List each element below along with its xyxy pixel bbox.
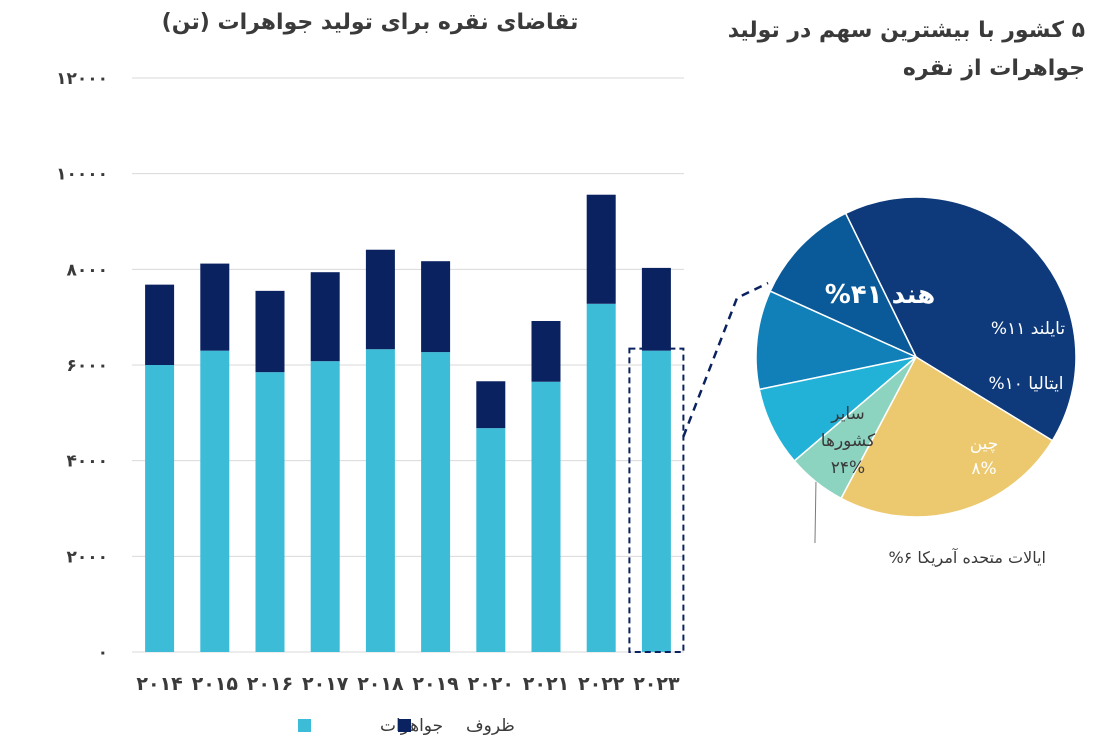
bar-jewelry bbox=[641, 350, 671, 652]
pie-slice bbox=[769, 212, 918, 359]
pie-chart-labels: هند ۴۱% تایلند ۱۱% ایتالیا ۱۰% چین ۸% سایر کشو… bbox=[814, 280, 1065, 568]
bar-jewelry bbox=[145, 365, 175, 652]
bar-silverware bbox=[641, 267, 671, 351]
x-tick-label: ۲۰۱۹ bbox=[412, 673, 459, 695]
pie-label-italy: ایتالیا ۱۰% bbox=[988, 374, 1063, 394]
bar-jewelry bbox=[365, 349, 395, 652]
bar-silverware bbox=[145, 284, 175, 365]
connector-line bbox=[682, 281, 769, 438]
x-tick-label: ۲۰۱۷ bbox=[302, 673, 349, 695]
x-tick-label: ۲۰۲۲ bbox=[578, 673, 625, 695]
y-tick-label: ۱۰۰۰۰ bbox=[56, 165, 108, 185]
pie-label-others-line2: کشورها bbox=[821, 431, 876, 451]
bar-to-pie-connector bbox=[682, 281, 769, 438]
bar-silverware bbox=[421, 261, 451, 353]
pie-label-india: هند ۴۱% bbox=[825, 280, 936, 310]
bar-chart-title: تقاضای نقره برای تولید جواهرات (تن) bbox=[161, 10, 579, 35]
bar-chart-x-axis: ۲۰۱۴ ۲۰۱۵ ۲۰۱۶ ۲۰۱۷ ۲۰۱۸ ۲۰۱۹ ۲۰۲۰ ۲۰۲۱ ۲۰۲۲ ۲۰۲۳ bbox=[136, 673, 680, 695]
bar-chart-bars bbox=[145, 194, 671, 652]
bar-silverware bbox=[200, 263, 230, 351]
y-tick-label: ۸۰۰۰ bbox=[66, 260, 108, 280]
bar-jewelry bbox=[200, 350, 230, 652]
legend-swatch bbox=[298, 719, 311, 732]
y-tick-label: ۰ bbox=[98, 643, 108, 663]
highlight-rect bbox=[628, 347, 685, 653]
legend-label: ظروف bbox=[466, 716, 515, 736]
bar-jewelry bbox=[586, 303, 616, 652]
bar-jewelry bbox=[310, 361, 340, 652]
bar-chart-legend: جواهرات ظروف bbox=[298, 716, 515, 736]
bar-silverware bbox=[255, 290, 285, 373]
pie-chart-title: ۵ کشور با بیشترین سهم در تولید جواهرات ا… bbox=[727, 18, 1085, 81]
bar-silverware bbox=[365, 249, 395, 350]
bar-silverware bbox=[310, 272, 340, 362]
bar-jewelry bbox=[421, 352, 451, 652]
pie-chart-slices bbox=[755, 196, 1077, 518]
y-tick-label: ۱۲۰۰۰ bbox=[56, 69, 108, 89]
pie-label-china: چین bbox=[970, 434, 999, 454]
x-tick-label: ۲۰۱۸ bbox=[357, 673, 404, 695]
y-tick-label: ۶۰۰۰ bbox=[66, 356, 108, 376]
bar-silverware bbox=[476, 381, 506, 429]
usa-leader-line bbox=[814, 481, 817, 544]
bar-jewelry bbox=[531, 381, 561, 652]
x-tick-label: ۲۰۲۱ bbox=[523, 673, 569, 695]
x-tick-label: ۲۰۱۶ bbox=[247, 673, 293, 695]
y-tick-label: ۲۰۰۰ bbox=[66, 547, 108, 567]
legend-label: جواهرات bbox=[380, 716, 443, 736]
legend-swatch bbox=[398, 719, 411, 732]
bar-jewelry bbox=[255, 372, 285, 652]
x-tick-label: ۲۰۲۳ bbox=[633, 673, 680, 695]
x-tick-label: ۲۰۱۴ bbox=[136, 673, 182, 695]
highlight-box-2023 bbox=[628, 347, 685, 653]
pie-label-others: سایر bbox=[830, 404, 865, 424]
x-tick-label: ۲۰۱۵ bbox=[192, 673, 239, 695]
bar-silverware bbox=[586, 194, 616, 304]
pie-slice bbox=[844, 196, 1077, 442]
pie-slice bbox=[840, 355, 1054, 518]
x-tick-label: ۲۰۲۰ bbox=[468, 673, 514, 695]
bar-silverware bbox=[531, 320, 561, 382]
pie-label-usa: ایالات متحده آمریکا ۶% bbox=[888, 548, 1046, 568]
bar-chart-y-axis: ۰ ۲۰۰۰ ۴۰۰۰ ۶۰۰۰ ۸۰۰۰ ۱۰۰۰۰ ۱۲۰۰۰ bbox=[56, 69, 108, 663]
pie-label-others-value: ۲۴% bbox=[831, 458, 865, 478]
pie-label-china-value: ۸% bbox=[971, 459, 996, 479]
y-tick-label: ۴۰۰۰ bbox=[66, 452, 108, 472]
pie-label-thailand: تایلند ۱۱% bbox=[991, 319, 1065, 339]
bar-jewelry bbox=[476, 428, 506, 652]
